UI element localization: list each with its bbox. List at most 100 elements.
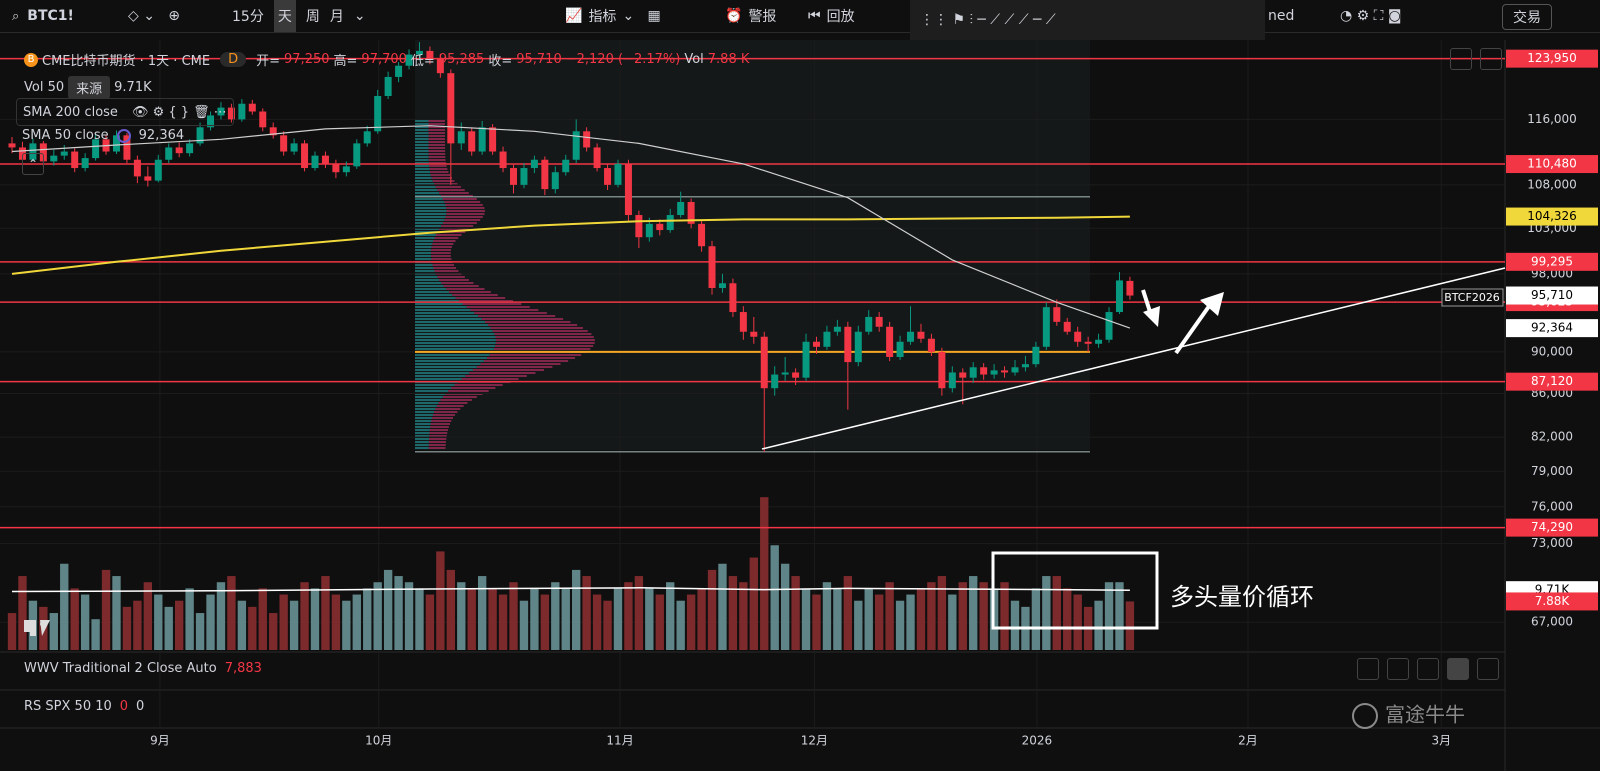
candle-body bbox=[259, 111, 267, 128]
candle-body bbox=[530, 159, 538, 169]
profile-bar bbox=[415, 240, 434, 242]
profile-bar bbox=[428, 138, 446, 140]
profile-bar bbox=[495, 339, 595, 341]
legend-sma200[interactable]: SMA 200 close 👁 ⚙ { } 🗑 ⋯ bbox=[16, 98, 234, 126]
legend-sma50: SMA 50 close 92,364 bbox=[22, 128, 184, 143]
profile-bar bbox=[428, 156, 446, 158]
profile-bar bbox=[415, 150, 429, 152]
candle-body bbox=[1042, 307, 1050, 347]
volume-bar bbox=[718, 563, 727, 650]
profile-bar bbox=[415, 189, 438, 191]
alerts[interactable]: 警报 bbox=[748, 9, 777, 25]
profile-bar bbox=[415, 237, 435, 239]
watermark: 富途牛牛 bbox=[1385, 703, 1465, 727]
collapse-button[interactable]: ⌃ bbox=[22, 153, 44, 175]
profile-bar bbox=[466, 306, 530, 308]
profile-bar bbox=[415, 354, 490, 356]
candle-body bbox=[1095, 339, 1103, 344]
trade-button[interactable]: 交易 bbox=[1502, 4, 1552, 30]
symbol-search[interactable]: ⌕ BTC1! bbox=[12, 8, 74, 24]
interval[interactable]: 天 bbox=[273, 0, 296, 32]
replay[interactable]: 回放 bbox=[826, 9, 855, 25]
candle-body bbox=[29, 143, 37, 160]
volume-bar bbox=[404, 582, 414, 650]
candle-body bbox=[238, 103, 246, 120]
interval[interactable]: 月 bbox=[329, 9, 344, 25]
profile-bar bbox=[428, 120, 446, 122]
indicators-button[interactable]: 📈 指标 ⌄ ▦ bbox=[565, 8, 661, 25]
layout-name[interactable]: ned bbox=[1268, 0, 1294, 32]
volume-bar bbox=[216, 582, 226, 650]
volume-bar bbox=[530, 588, 539, 650]
interval[interactable]: 周 bbox=[305, 9, 320, 25]
volume-bar bbox=[1073, 594, 1082, 650]
volume-bar bbox=[895, 600, 905, 650]
candle-body bbox=[854, 331, 862, 363]
trade[interactable]: 交易 bbox=[1513, 10, 1541, 26]
profile-bar bbox=[433, 240, 456, 242]
candle-body bbox=[1011, 367, 1019, 373]
symbol[interactable]: BTC1! bbox=[27, 8, 74, 24]
profile-bar bbox=[415, 135, 429, 137]
candle-body bbox=[133, 159, 141, 177]
profile-bar bbox=[415, 303, 463, 305]
profile-bar bbox=[415, 129, 429, 131]
indicators[interactable]: 指标 bbox=[588, 9, 617, 25]
profile-bar bbox=[445, 204, 483, 206]
ohlc-value: 97,700 bbox=[361, 52, 407, 67]
toolbar-icons[interactable]: ◔ ⚙ ⛶ ◙ bbox=[1340, 8, 1402, 24]
profile-bar bbox=[415, 372, 470, 374]
profile-bar bbox=[431, 420, 452, 422]
candle-body bbox=[186, 143, 194, 154]
profile-bar bbox=[440, 399, 472, 401]
volume-bar bbox=[916, 588, 926, 650]
volume-bar bbox=[383, 569, 393, 650]
y-tick-label: 116,000 bbox=[1527, 112, 1577, 126]
candle-body bbox=[457, 131, 465, 144]
profile-bar bbox=[415, 300, 460, 302]
profile-bar bbox=[445, 216, 483, 218]
profile-bar bbox=[415, 327, 491, 329]
profile-bar bbox=[415, 399, 441, 401]
profile-bar bbox=[415, 174, 431, 176]
profile-bar bbox=[415, 171, 431, 173]
profile-bar bbox=[438, 402, 468, 404]
candle-body bbox=[917, 331, 925, 339]
x-tick-label: 12月 bbox=[801, 734, 828, 748]
chart-controls[interactable] bbox=[1450, 48, 1502, 70]
drawing-toolbar[interactable]: ⋮⋮ ⚑ ⫶ ─ ⟋ ⟋ ⟋ ─ ⟋ bbox=[910, 0, 1265, 40]
candle-body bbox=[927, 338, 935, 352]
profile-bar bbox=[415, 333, 495, 335]
profile-bar bbox=[478, 315, 556, 317]
pane-controls[interactable] bbox=[1357, 658, 1499, 680]
profile-bar bbox=[441, 282, 474, 284]
price-tag-label: 7.88K bbox=[1535, 594, 1571, 608]
profile-bar bbox=[428, 141, 446, 143]
profile-bar bbox=[415, 444, 429, 446]
profile-bar bbox=[415, 441, 429, 443]
profile-bar bbox=[415, 126, 429, 128]
sma-line bbox=[11, 215, 1130, 275]
profile-bar bbox=[428, 123, 446, 125]
profile-bar bbox=[430, 423, 450, 425]
profile-bar bbox=[415, 153, 429, 155]
profile-bar bbox=[415, 384, 455, 386]
profile-bar bbox=[415, 279, 440, 281]
profile-bar bbox=[415, 183, 435, 185]
alerts-button[interactable]: ⏰ 警报 bbox=[725, 8, 777, 25]
volume-bar bbox=[425, 594, 435, 650]
level-tag-label: 74,290 bbox=[1531, 520, 1573, 534]
replay-button[interactable]: ⏮ 回放 bbox=[808, 8, 855, 25]
compare[interactable]: ◇ ⌄ ⊕ bbox=[128, 8, 181, 24]
tv-logo bbox=[24, 620, 50, 636]
x-tick-label: 2026 bbox=[1022, 734, 1053, 748]
interval[interactable]: 15分 bbox=[232, 9, 264, 25]
watermark-logo bbox=[1352, 703, 1378, 729]
profile-bar bbox=[431, 246, 452, 248]
volume-bar bbox=[634, 576, 644, 650]
volume-ma-line bbox=[11, 587, 1130, 593]
profile-bar bbox=[451, 387, 496, 389]
candle-body bbox=[708, 246, 716, 288]
profile-bar bbox=[415, 336, 496, 338]
price-tag-label: 92,364 bbox=[1531, 321, 1573, 335]
